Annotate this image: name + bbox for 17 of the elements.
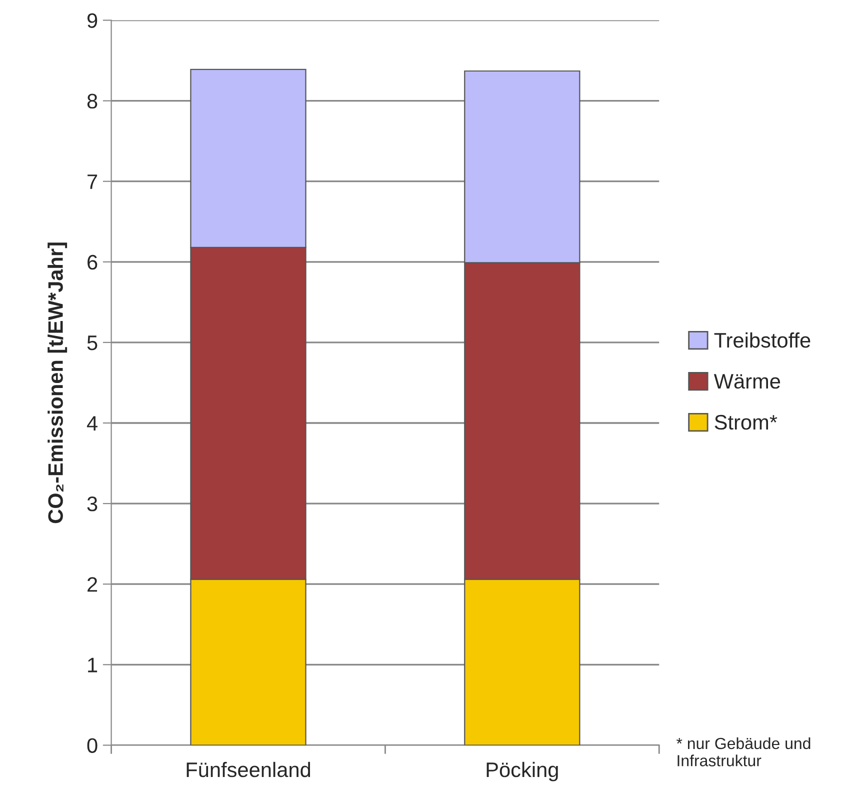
y-tick-label: 3 [87,496,98,512]
y-axis-title: CO₂-Emissionen [t/EW*Jahr] [48,242,68,524]
text: * nur Gebäude und Infrastruktur [676,737,810,766]
y-tick-label: 8 [87,94,98,109]
legend-label: Wärme [714,374,780,389]
y-tick-label: 9 [87,13,98,28]
y-tick-label: 5 [87,336,98,350]
x-tick-label: Fünfseenland [186,762,310,778]
y-tick-label: 7 [88,174,98,189]
legend-label: Treibstoffe [714,332,810,348]
y-tick-label: 0 [87,738,98,753]
y-tick-label: 2 [88,577,98,592]
legend-label: Strom* [714,414,778,430]
y-tick-label: 1 [88,658,98,672]
x-tick-label: Pöcking [486,762,558,782]
y-tick-label: 4 [86,416,98,431]
y-tick-label: 6 [88,254,98,270]
